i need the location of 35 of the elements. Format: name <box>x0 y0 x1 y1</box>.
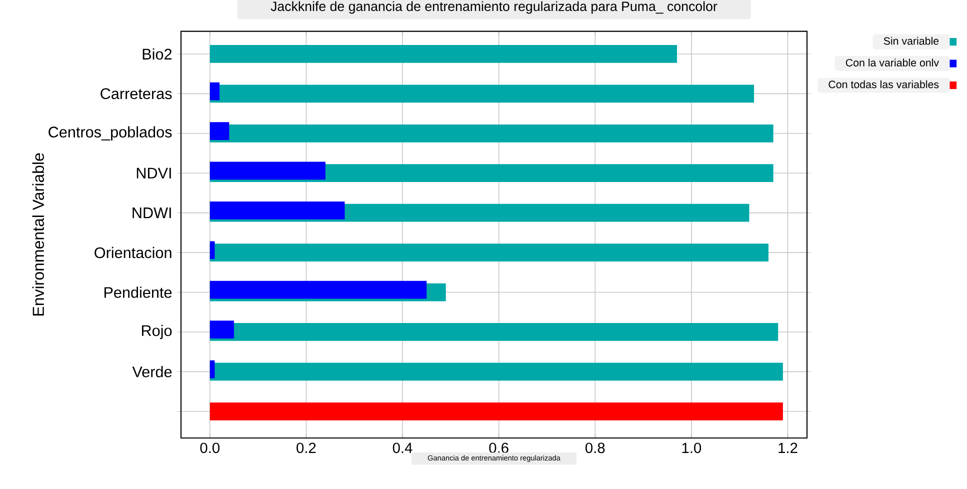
y-tick-label: Pendiente <box>104 286 172 298</box>
y-tick-label: NDVI <box>136 168 171 178</box>
bar <box>210 124 774 142</box>
legend-label: Sin variable <box>884 36 939 45</box>
bar <box>210 320 234 339</box>
y-tick-label: Rojo <box>142 324 172 340</box>
bar <box>210 241 215 260</box>
bar <box>210 202 345 220</box>
bar <box>210 280 427 299</box>
y-tick-label: Verde <box>132 366 172 378</box>
y-tick-label: Carreteras <box>100 88 172 100</box>
x-tick-label: 0.8 <box>586 442 605 454</box>
chart-title: Jackknife de ganancia de entrenamiento regularizada para Puma_ concolor <box>270 1 718 14</box>
bar <box>210 402 783 420</box>
x-tick-label: 1.0 <box>682 442 702 454</box>
y-tick-label: Bio2 <box>142 48 172 60</box>
bar <box>210 162 326 180</box>
bar <box>210 84 754 103</box>
bar <box>210 122 230 140</box>
y-tick-label: Centros_poblados <box>48 126 172 141</box>
y-tick-label: NDWI <box>132 208 171 218</box>
x-tick-label: 0.4 <box>392 442 412 454</box>
x-tick-label: 1.2 <box>778 442 798 453</box>
bar <box>210 45 677 63</box>
legend-label: Con todas las variables <box>828 80 939 88</box>
x-tick-label: 0.2 <box>296 442 316 454</box>
legend-label: Con la variable onlv <box>846 58 939 66</box>
y-tick-label: Orientacion <box>94 246 172 258</box>
bar <box>210 82 220 100</box>
bar <box>210 360 215 378</box>
bar <box>210 244 768 262</box>
bar <box>210 362 783 381</box>
x-tick-label: 0.0 <box>200 442 220 454</box>
bar <box>210 323 778 341</box>
y-axis-title: Environmental Variable <box>32 153 44 316</box>
